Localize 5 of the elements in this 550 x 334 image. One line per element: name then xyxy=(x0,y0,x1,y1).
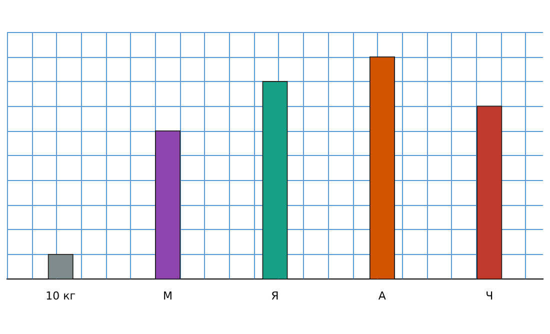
x-tick-label: Ч xyxy=(486,289,494,302)
x-tick-label: Я xyxy=(271,289,279,302)
x-tick-label: А xyxy=(378,289,386,302)
x-tick-label: 10 кг xyxy=(46,289,76,302)
x-tick-label: М xyxy=(163,289,173,302)
